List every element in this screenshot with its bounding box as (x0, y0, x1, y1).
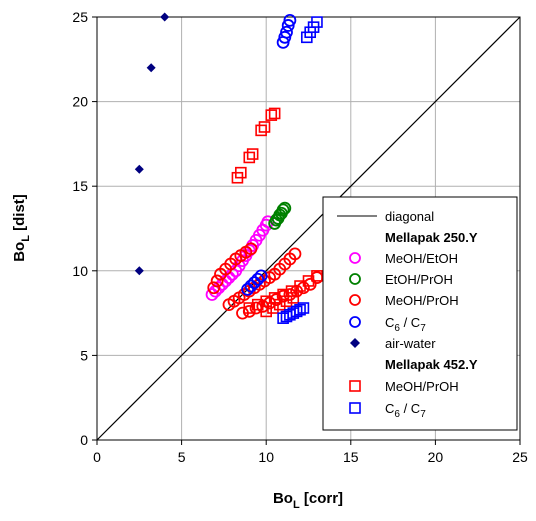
data-point (247, 276, 261, 290)
data-point (287, 292, 300, 304)
data-point (241, 283, 254, 296)
data-point (280, 295, 293, 308)
data-point (283, 13, 297, 27)
y-tick-label: 5 (80, 347, 88, 363)
data-point (255, 124, 267, 137)
ticks: 0 5 10 15 20 25 0 5 10 15 20 25 (72, 9, 528, 465)
data-point (265, 109, 278, 121)
legend-c6c7-452-label: C6 / C7 (385, 401, 426, 420)
x-tick-label: 20 (428, 449, 444, 465)
data-point (251, 298, 264, 311)
data-point (290, 305, 303, 318)
data-point (243, 151, 256, 164)
data-point (267, 302, 279, 314)
data-point (268, 107, 281, 120)
y-tick-label: 0 (80, 432, 88, 448)
legend-c6c7-250-label: C6 / C7 (385, 315, 426, 334)
x-tick-label: 0 (93, 449, 101, 465)
data-point (278, 201, 292, 215)
data-point (210, 274, 224, 288)
y-tick-label: 25 (72, 9, 88, 25)
data-point (134, 164, 144, 174)
x-tick-label: 10 (258, 449, 274, 465)
y-tick-label: 10 (72, 263, 88, 279)
x-tick-label: 15 (343, 449, 359, 465)
series-etoh-proh-circle (268, 201, 292, 230)
series-meoh-proh-square (231, 107, 323, 318)
series-c6-c7-circle (241, 13, 297, 296)
data-point (280, 25, 293, 39)
data-point (246, 148, 259, 160)
legend-meoh-proh-250-marker (349, 294, 361, 306)
series-c6-c7-square (277, 16, 323, 324)
series-air-water-diamond (134, 12, 170, 276)
data-point (160, 12, 170, 22)
legend: diagonal Mellapak 250.Y MeOH/EtOH EtOH/P… (322, 196, 518, 431)
y-axis-title: BoL [dist] (11, 194, 32, 262)
legend-meoh-etoh-marker (349, 252, 361, 264)
legend-meoh-proh-250-label: MeOH/PrOH (385, 293, 459, 308)
x-axis-title: BoL [corr] (273, 490, 343, 511)
data-point (311, 270, 323, 282)
data-point (254, 269, 268, 283)
legend-meoh-etoh-label: MeOH/EtOH (385, 251, 458, 266)
legend-c6c7-250-marker (349, 316, 361, 328)
legend-group-title-452y: Mellapak 452.Y (385, 357, 478, 372)
data-point (205, 288, 219, 301)
legend-diagonal-label: diagonal (385, 209, 434, 224)
legend-air-water-label: air-water (385, 336, 436, 351)
data-point (297, 302, 310, 314)
legend-etoh-proh-marker (349, 273, 361, 285)
data-point (235, 166, 247, 179)
legend-meoh-proh-452-marker (349, 380, 361, 392)
data-point (258, 121, 271, 133)
data-point (294, 303, 306, 316)
diagonal-line (96, 16, 521, 441)
data-point (243, 302, 256, 314)
data-point (311, 16, 323, 28)
legend-meoh-proh-452-label: MeOH/PrOH (385, 379, 459, 394)
legend-etoh-proh-label: EtOH/PrOH (385, 272, 453, 287)
data-point (244, 242, 258, 256)
x-tick-label: 25 (512, 449, 528, 465)
data-point (283, 288, 297, 301)
data-point (244, 279, 258, 293)
legend-group-title-250y: Mellapak 250.Y (385, 230, 478, 245)
plot-area-frame (96, 16, 521, 441)
data-point (212, 281, 226, 295)
legend-air-water-marker (350, 338, 360, 348)
data-point (260, 305, 273, 318)
data-point (276, 203, 290, 217)
y-tick-label: 15 (72, 178, 88, 194)
data-point (273, 298, 286, 311)
diagonal-line-layer (96, 16, 521, 441)
data-point (134, 266, 144, 276)
data-point (146, 63, 156, 73)
x-tick-label: 5 (178, 449, 186, 465)
data-point (288, 247, 302, 261)
y-tick-label: 20 (72, 94, 88, 110)
data-points (134, 12, 324, 324)
data-point (207, 281, 221, 295)
data-point (251, 272, 265, 286)
legend-c6c7-452-marker (349, 402, 361, 414)
data-point (222, 271, 236, 284)
